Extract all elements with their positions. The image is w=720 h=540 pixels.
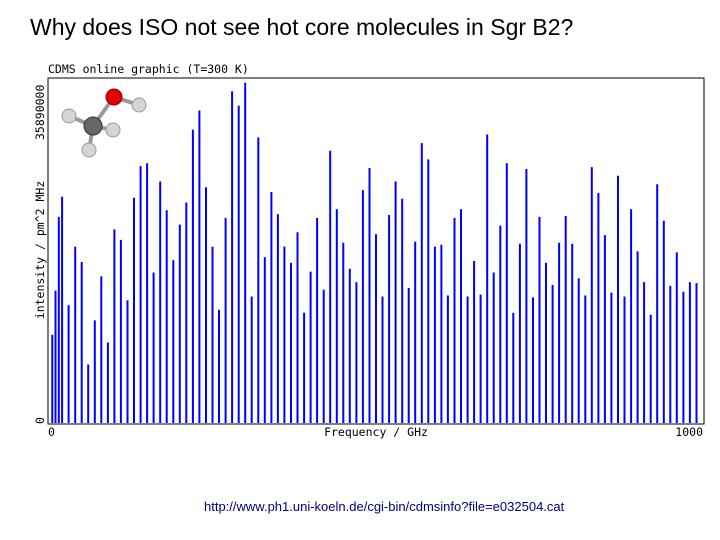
y-axis-label: intensity / pm^2 MHz <box>33 181 47 319</box>
slide-title: Why does ISO not see hot core molecules … <box>30 14 574 40</box>
y-tick-label-min: 0 <box>33 417 47 424</box>
x-tick-label-min: 0 <box>48 425 55 439</box>
methanol-molecule-icon <box>52 82 147 162</box>
y-tick-label-max: 35890000 <box>33 85 47 140</box>
x-axis-label: Frequency / GHz <box>324 425 428 439</box>
chart-title: CDMS online graphic (T=300 K) <box>48 62 249 76</box>
x-tick-label-max: 1000 <box>675 425 703 439</box>
source-url-link[interactable]: http://www.ph1.uni-koeln.de/cgi-bin/cdms… <box>204 499 565 514</box>
bar-series <box>51 82 698 423</box>
